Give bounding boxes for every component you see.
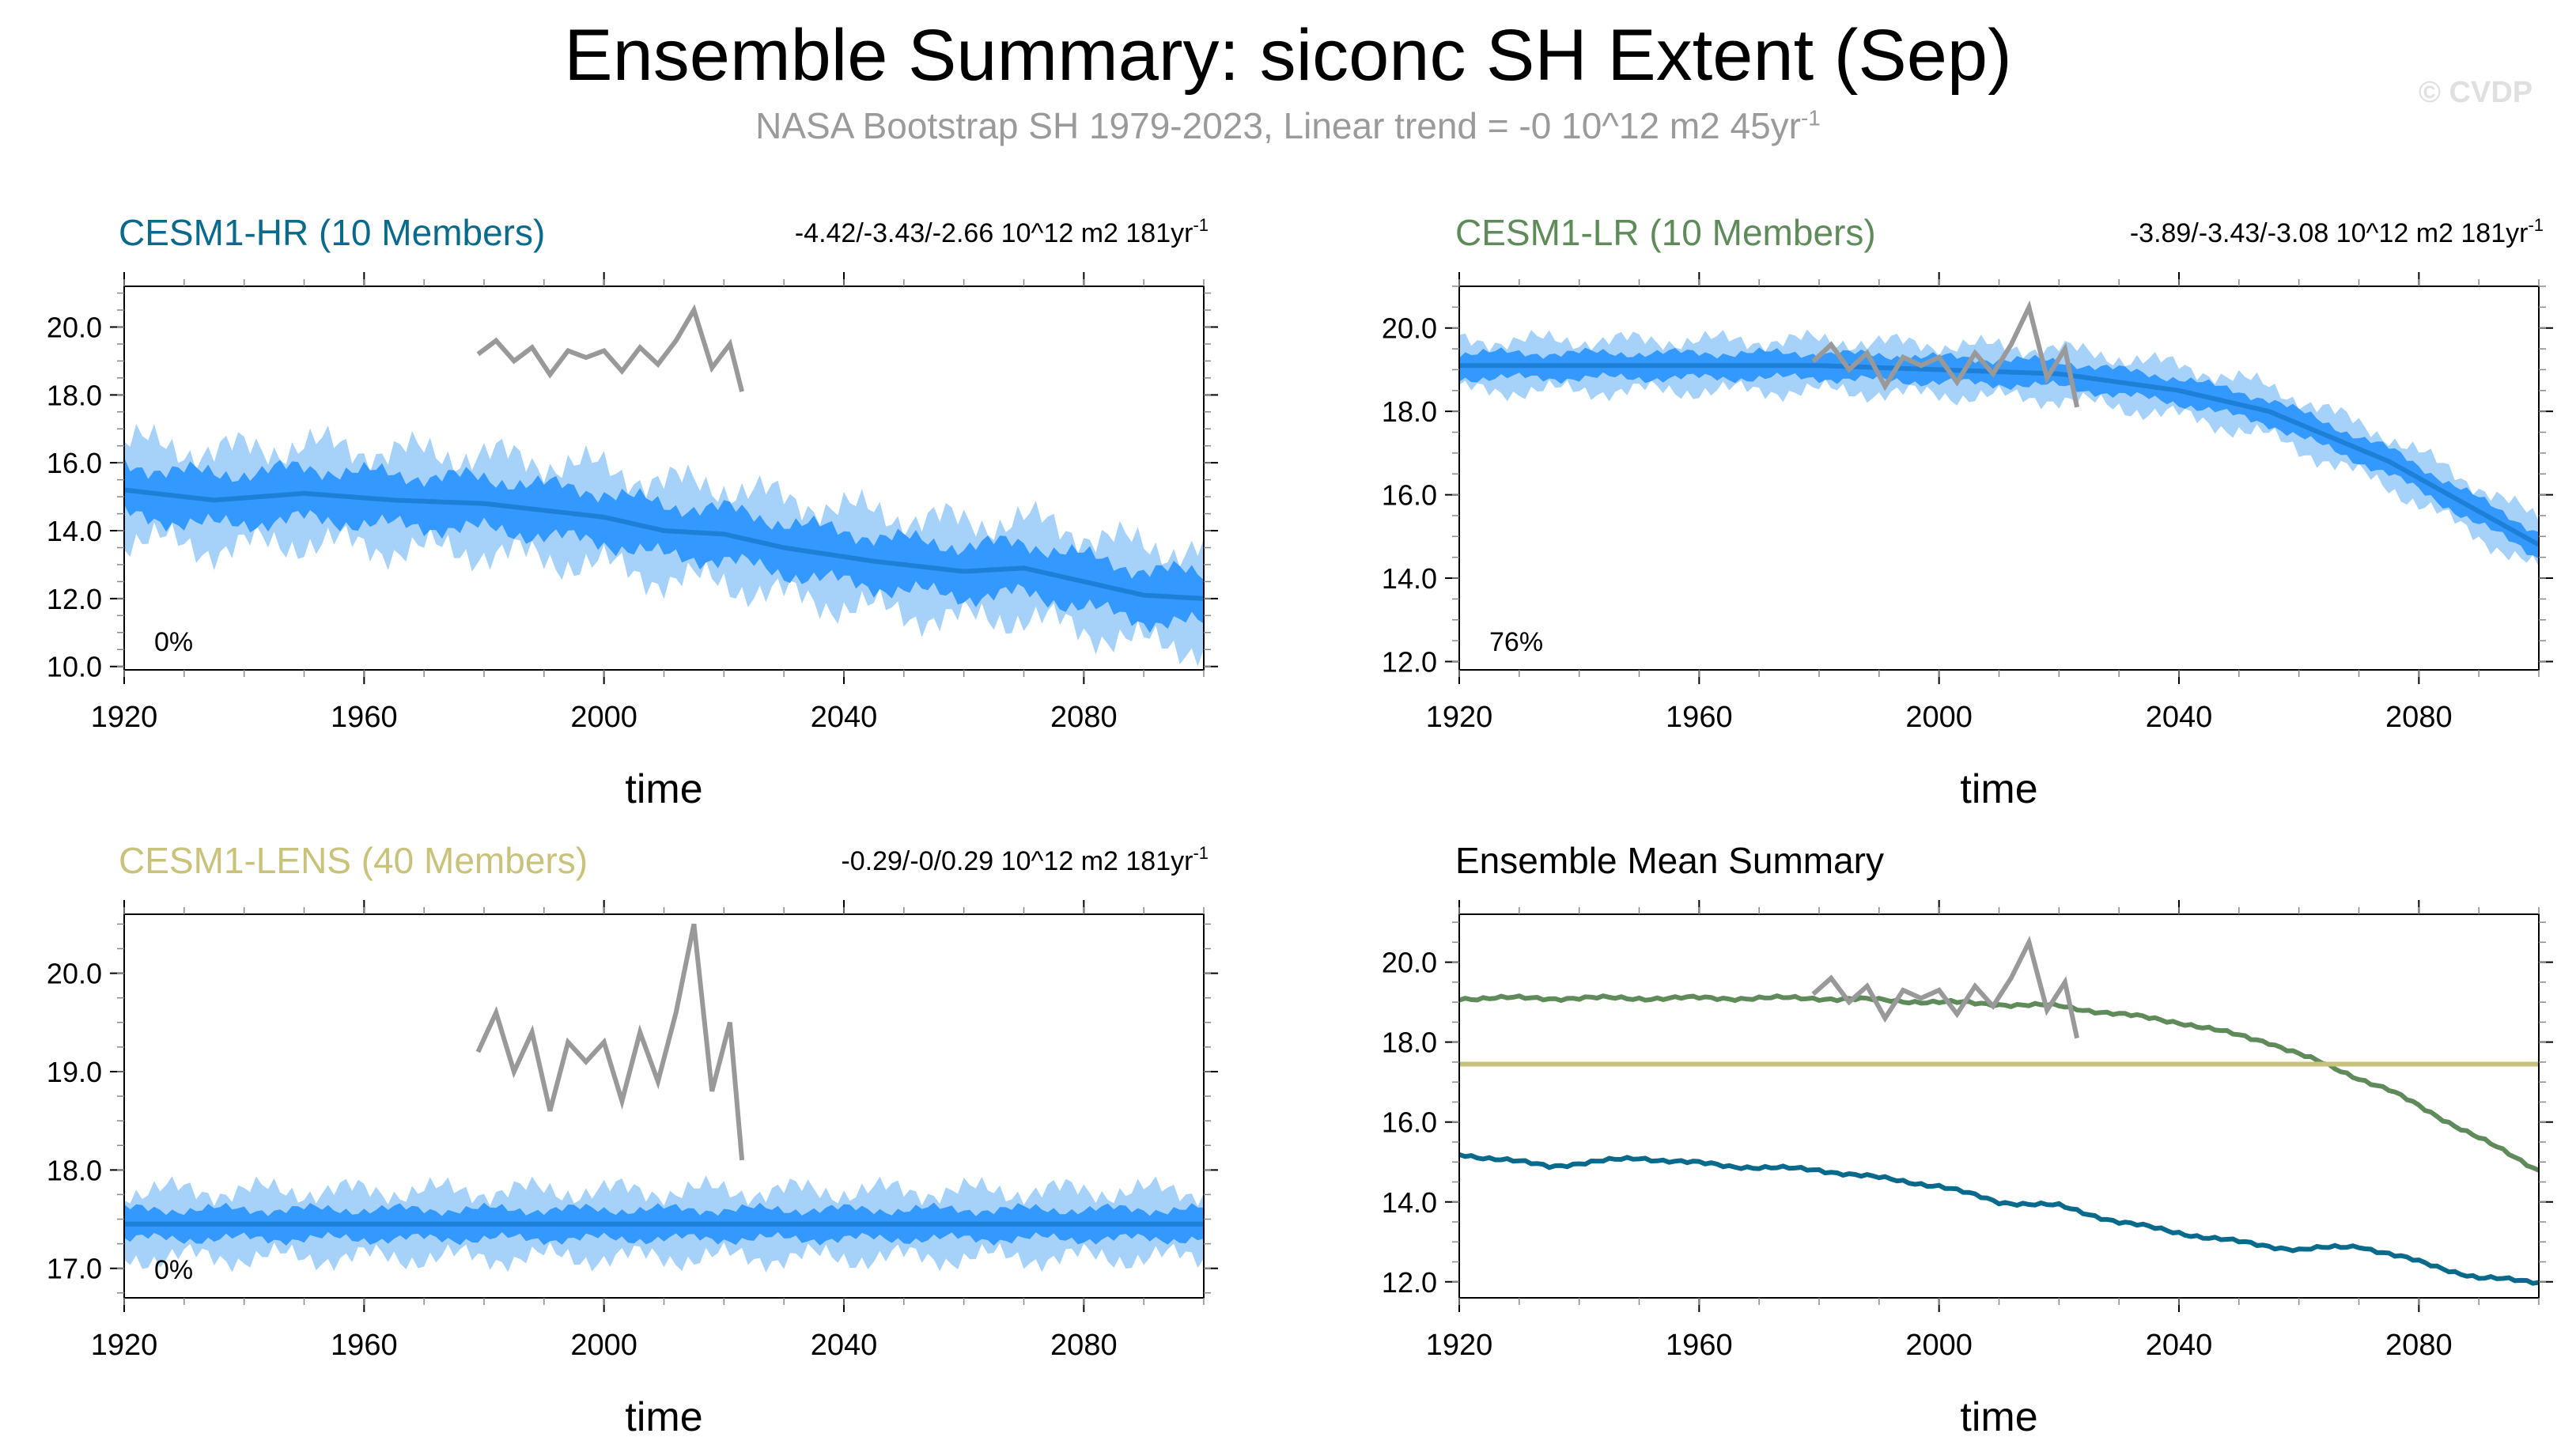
trend-sup: -1 (1193, 215, 1209, 235)
x-tick-label: 2000 (1905, 1329, 1973, 1362)
lr-mean-line (1459, 993, 2539, 1173)
y-tick-label: 16.0 (1382, 479, 1437, 512)
y-tick-label: 10.0 (47, 651, 102, 683)
y-tick-label: 18.0 (47, 379, 102, 411)
y-tick-label: 20.0 (47, 958, 102, 990)
plot-area (1459, 300, 2539, 567)
x-tick-label: 1960 (331, 701, 398, 734)
y-tick-label: 19.0 (47, 1056, 102, 1088)
observed-line (476, 304, 745, 392)
x-tick-label: 1920 (91, 701, 158, 734)
panel-title: CESM1-LENS (40 Members) (119, 840, 588, 881)
y-tick-label: 16.0 (1382, 1106, 1437, 1139)
subtitle-sup: -1 (1800, 105, 1821, 130)
x-axis-label: time (1960, 766, 2037, 812)
panel-title: Ensemble Mean Summary (1455, 840, 1884, 881)
outer-range-band (1459, 329, 2539, 567)
y-tick-label: 20.0 (1382, 312, 1437, 345)
trend-value: -0.29/-0/0.29 10^12 m2 181yr (841, 846, 1193, 876)
panel-1: 1920 1960 2000 2040 2080 10.0 12.0 14.0 16.0 18.0… (47, 212, 1218, 812)
x-tick-label: 1920 (1426, 1329, 1493, 1362)
panel-title: CESM1-LR (10 Members) (1455, 212, 1876, 253)
plot-frame (1458, 913, 2540, 1299)
ensemble-mean-line (1459, 363, 2539, 547)
trend-text: -0.29/-0/0.29 10^12 m2 181yr-1 (841, 843, 1209, 876)
trend-text: -3.89/-3.43/-3.08 10^12 m2 181yr-1 (2130, 215, 2544, 248)
x-tick-label: 1960 (1666, 1329, 1733, 1362)
x-tick-label: 1920 (1426, 701, 1493, 734)
x-axis-label: time (625, 766, 702, 812)
percent-label: 0% (154, 1255, 193, 1285)
ensemble-mean-line (124, 487, 1204, 601)
plot-area (1459, 935, 2539, 1286)
trend-value: -4.42/-3.43/-2.66 10^12 m2 181yr (795, 218, 1193, 248)
panel-title: CESM1-HR (10 Members) (119, 212, 545, 253)
percent-label: 76% (1489, 627, 1543, 657)
hr-mean-line (1459, 1152, 2539, 1286)
y-tick-label: 14.0 (1382, 1186, 1437, 1219)
x-tick-label: 2000 (570, 1329, 637, 1362)
inner-range-band (1459, 347, 2539, 559)
x-tick-label: 2040 (2146, 1329, 2213, 1362)
x-tick-label: 2080 (1050, 701, 1118, 734)
subtitle-text: NASA Bootstrap SH 1979-2023, Linear tren… (755, 105, 1801, 146)
y-tick-label: 14.0 (47, 515, 102, 547)
y-tick-label: 18.0 (1382, 395, 1437, 428)
percent-label: 0% (154, 627, 193, 657)
y-tick-label: 17.0 (47, 1253, 102, 1285)
y-tick-label: 20.0 (1382, 947, 1437, 979)
y-tick-label: 18.0 (47, 1154, 102, 1186)
y-tick-label: 12.0 (47, 583, 102, 615)
x-tick-label: 2040 (811, 701, 878, 734)
x-tick-label: 1960 (331, 1329, 398, 1362)
y-tick-label: 12.0 (1382, 1266, 1437, 1299)
x-axis-label: time (1960, 1394, 2037, 1440)
trend-sup: -1 (1193, 843, 1209, 863)
x-tick-label: 2000 (570, 701, 637, 734)
panel-3: 1920 1960 2000 2040 2080 17.0 18.0 19.0 20.0 time… (47, 840, 1218, 1440)
x-axis-label: time (625, 1394, 702, 1440)
observed-line (1811, 935, 2080, 1039)
x-tick-label: 2080 (1050, 1329, 1118, 1362)
x-tick-label: 1920 (91, 1329, 158, 1362)
y-tick-label: 14.0 (1382, 562, 1437, 595)
x-tick-label: 2080 (2385, 701, 2453, 734)
x-tick-label: 2080 (2385, 1329, 2453, 1362)
plot-area (124, 923, 1204, 1273)
y-tick-label: 12.0 (1382, 645, 1437, 678)
y-tick-label: 20.0 (47, 312, 102, 344)
y-tick-label: 18.0 (1382, 1027, 1437, 1059)
trend-sup: -1 (2528, 215, 2544, 235)
x-tick-label: 2040 (2146, 701, 2213, 734)
y-tick-label: 16.0 (47, 447, 102, 479)
subtitle: NASA Bootstrap SH 1979-2023, Linear tren… (0, 104, 2576, 147)
observed-line (475, 923, 745, 1161)
panel-4: 1920 1960 2000 2040 2080 12.0 14.0 16.0 18.0 20.0… (1382, 840, 2553, 1440)
observed-line (1811, 300, 2080, 408)
trend-value: -3.89/-3.43/-3.08 10^12 m2 181yr (2130, 218, 2529, 248)
x-tick-label: 2040 (811, 1329, 878, 1362)
plot-area (124, 304, 1204, 667)
trend-text: -4.42/-3.43/-2.66 10^12 m2 181yr-1 (795, 215, 1209, 248)
main-title: Ensemble Summary: siconc SH Extent (Sep) (564, 15, 2012, 96)
panel-2: 1920 1960 2000 2040 2080 12.0 14.0 16.0 18.0 20.0… (1382, 212, 2553, 812)
x-tick-label: 2000 (1905, 701, 1973, 734)
x-tick-label: 1960 (1666, 701, 1733, 734)
copyright-watermark: © CVDP (2419, 76, 2533, 109)
